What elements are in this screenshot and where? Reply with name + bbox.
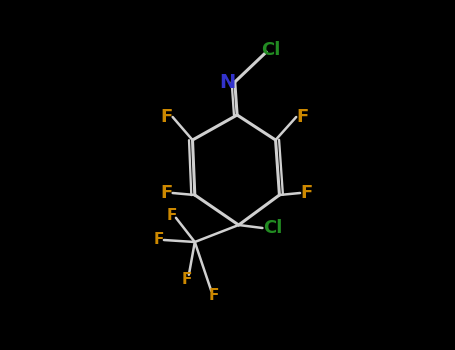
Text: F: F (209, 287, 219, 302)
Text: Cl: Cl (263, 219, 283, 237)
Text: F: F (160, 108, 172, 126)
Text: F: F (153, 232, 164, 247)
Text: F: F (167, 208, 177, 223)
Text: F: F (296, 108, 308, 126)
Text: F: F (182, 273, 192, 287)
Text: F: F (160, 184, 172, 202)
Text: Cl: Cl (262, 41, 281, 59)
Text: F: F (300, 184, 313, 202)
Text: N: N (219, 72, 235, 91)
